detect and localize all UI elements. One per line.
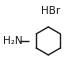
Text: H₂N: H₂N [3, 36, 23, 46]
Text: HBr: HBr [41, 6, 60, 16]
